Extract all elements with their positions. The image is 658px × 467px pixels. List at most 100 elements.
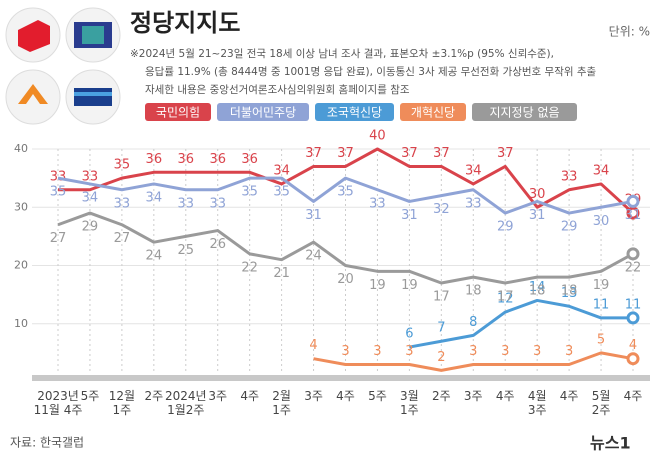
data-label: 3 (533, 344, 541, 359)
x-tick-label: 5주 (368, 389, 387, 403)
data-label: 29 (497, 220, 514, 235)
data-label: 20 (337, 272, 354, 287)
data-label: 37 (337, 146, 354, 161)
end-marker (626, 194, 640, 208)
data-label: 29 (561, 220, 578, 235)
data-label: 36 (209, 152, 226, 167)
data-label: 3 (469, 344, 477, 359)
data-label: 13 (561, 286, 578, 301)
y-tick-label: 20 (14, 259, 28, 272)
data-label: 37 (401, 146, 418, 161)
legend-label: 지지정당 없음 (489, 106, 559, 120)
data-label: 36 (178, 152, 195, 167)
x-tick-label: 4주 (624, 389, 643, 403)
data-label: 24 (146, 249, 163, 264)
x-tick-label: 5월 2주 (592, 389, 611, 417)
data-label: 35 (241, 185, 258, 200)
note: 자세한 내용은 중앙선거여론조사심의위원회 홈페이지를 참조 (145, 83, 410, 96)
data-label: 37 (433, 146, 450, 161)
data-label: 22 (625, 260, 642, 275)
data-label: 33 (50, 169, 67, 184)
unit: 단위: % (609, 25, 650, 39)
data-label: 31 (401, 208, 418, 223)
party-logos (5, 7, 121, 125)
data-label: 17 (433, 289, 450, 304)
note: ※2024년 5월 21~23일 전국 18세 이상 남녀 조사 결과, 표본오… (130, 47, 554, 60)
x-tick-label: 2023년 11월 4주 (34, 389, 83, 417)
x-tick-label: 12월 1주 (109, 389, 135, 417)
logo: 뉴스1 (590, 434, 631, 453)
data-label: 35 (273, 185, 290, 200)
data-label: 33 (82, 169, 99, 184)
legend-label: 국민의힘 (156, 106, 200, 120)
legend-swatch (145, 103, 211, 121)
data-label: 17 (497, 289, 514, 304)
end-marker (626, 247, 640, 261)
data-label: 2 (437, 350, 445, 365)
data-label: 24 (305, 249, 322, 264)
data-label: 18 (529, 284, 546, 299)
data-label: 33 (561, 169, 578, 184)
legend-swatch (472, 103, 577, 121)
legend-swatch (400, 103, 466, 121)
data-label: 33 (369, 196, 386, 211)
data-label: 35 (50, 185, 67, 200)
data-label: 19 (401, 278, 418, 293)
data-label: 30 (529, 187, 546, 202)
data-label: 35 (114, 158, 131, 173)
data-label: 37 (497, 146, 514, 161)
data-label: 35 (337, 185, 354, 200)
data-label: 36 (241, 152, 258, 167)
legend-swatch (315, 103, 394, 121)
data-label: 26 (209, 237, 226, 252)
x-tick-label: 2주 (432, 389, 451, 403)
data-label: 21 (273, 266, 290, 281)
data-label: 33 (178, 196, 195, 211)
data-label: 36 (146, 152, 163, 167)
data-label: 3 (341, 344, 349, 359)
data-label: 11 (593, 297, 610, 312)
x-tick-label: 2024년 1월2주 (165, 389, 207, 417)
x-tick-label: 2월 1주 (272, 389, 291, 417)
data-label: 3 (501, 344, 509, 359)
x-tick-label: 5주 (81, 389, 100, 403)
series-line (57, 176, 634, 215)
data-label: 8 (469, 315, 477, 330)
data-label: 3 (565, 344, 573, 359)
chart-title: 정당지지도 (130, 9, 240, 37)
data-label: 34 (593, 163, 610, 178)
data-label: 34 (146, 190, 163, 205)
end-marker (626, 352, 640, 366)
source: 자료: 한국갤럽 (10, 436, 84, 450)
series-line (409, 298, 633, 349)
data-label: 29 (82, 220, 99, 235)
data-label: 32 (433, 202, 450, 217)
legend-label: 조국혁신당 (327, 106, 382, 120)
y-tick-label: 10 (14, 317, 28, 330)
x-tick-label: 4주 (496, 389, 515, 403)
y-tick-label: 40 (14, 142, 28, 155)
data-label: 27 (114, 231, 131, 246)
data-label: 6 (405, 327, 413, 342)
data-label: 18 (561, 284, 578, 299)
end-marker (626, 206, 640, 220)
data-label: 34 (273, 163, 290, 178)
data-label: 30 (593, 214, 610, 229)
data-label: 33 (209, 196, 226, 211)
logo-box (580, 430, 650, 456)
data-label: 22 (241, 260, 258, 275)
x-tick-label: 3주 (304, 389, 323, 403)
note: 응답률 11.9% (총 8444명 중 1001명 응답 완료), 이동통신 … (145, 65, 597, 78)
legend-label: 더불어민주당 (230, 106, 296, 120)
data-label: 11 (625, 297, 642, 312)
data-label: 5 (597, 332, 605, 347)
data-label: 4 (309, 338, 317, 353)
data-label: 31 (529, 208, 546, 223)
x-tick-label: 4주 (240, 389, 259, 403)
data-label: 19 (593, 278, 610, 293)
data-label: 4 (629, 338, 637, 353)
data-label: 33 (465, 196, 482, 211)
data-label: 33 (114, 196, 131, 211)
data-label: 25 (178, 243, 195, 258)
